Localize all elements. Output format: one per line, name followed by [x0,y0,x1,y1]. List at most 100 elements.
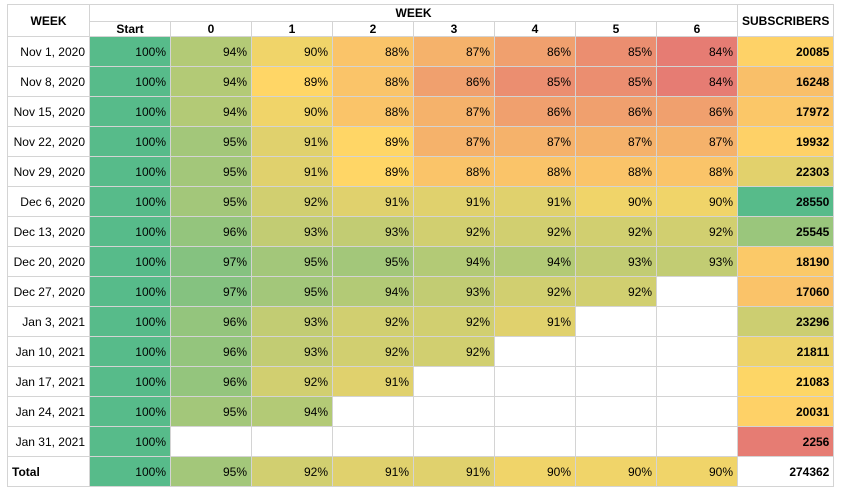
table-row: Jan 24, 2021 100% 95% 94% 20031 [7,396,835,427]
retention-cell: 91% [494,186,576,217]
table-row: Nov 29, 2020 100% 95% 91% 89% 88% 88% 88% 88% 223… [7,156,835,187]
week-label: Dec 6, 2020 [7,186,90,217]
retention-cell: 92% [332,336,414,367]
empty-cell [251,426,333,457]
total-retention-cell: 90% [494,456,576,487]
empty-cell [494,426,576,457]
subscribers-cell: 2256 [736,426,835,457]
retention-cell: 100% [89,156,171,187]
header-row-group: WEEK WEEK SUBSCRIBERS [7,4,835,37]
table-row: Jan 31, 2021 100% 2256 [7,426,835,457]
subscribers-cell: 21811 [736,336,835,367]
retention-cell: 91% [494,306,576,337]
empty-cell [656,336,738,367]
retention-cell: 85% [494,66,576,97]
table-row: Jan 3, 2021 100% 96% 93% 92% 92% 91% 23296 [7,306,835,337]
subscribers-cell: 21083 [736,366,835,397]
retention-cell: 89% [332,156,414,187]
subscribers-cell: 18190 [736,246,835,277]
retention-cell: 100% [89,96,171,127]
table-row: Dec 6, 2020 100% 95% 92% 91% 91% 91% 90% 90% 2855… [7,186,835,217]
week-label: Jan 10, 2021 [7,336,90,367]
retention-cell: 84% [656,66,738,97]
table-row: Nov 15, 2020 100% 94% 90% 88% 87% 86% 86% 86% 179… [7,96,835,127]
retention-cell: 87% [413,36,495,67]
week-label: Jan 3, 2021 [7,306,90,337]
column-header: 3 [413,21,495,37]
retention-cell: 93% [332,216,414,247]
table-row: Nov 1, 2020 100% 94% 90% 88% 87% 86% 85% 84% 2008… [7,36,835,67]
retention-cell: 86% [494,96,576,127]
week-label: Dec 20, 2020 [7,246,90,277]
retention-cell: 94% [251,396,333,427]
retention-cell: 100% [89,366,171,397]
retention-cell: 93% [413,276,495,307]
subscribers-cell: 20085 [736,36,835,67]
retention-cell: 87% [656,126,738,157]
subscribers-cell: 17060 [736,276,835,307]
subscribers-cell: 28550 [736,186,835,217]
retention-cell: 88% [332,36,414,67]
retention-cell: 92% [575,216,657,247]
retention-cell: 88% [494,156,576,187]
retention-cell: 94% [332,276,414,307]
retention-cell: 92% [494,276,576,307]
retention-cell: 92% [251,186,333,217]
retention-cell: 94% [413,246,495,277]
week-label: Jan 31, 2021 [7,426,90,457]
retention-cell: 92% [413,336,495,367]
empty-cell [575,396,657,427]
retention-cell: 92% [332,306,414,337]
retention-cell: 100% [89,126,171,157]
retention-cell: 100% [89,246,171,277]
table-row: Dec 13, 2020 100% 96% 93% 93% 92% 92% 92% 92% 255… [7,216,835,247]
retention-cell: 100% [89,336,171,367]
retention-cell: 92% [656,216,738,247]
total-retention-cell: 90% [656,456,738,487]
retention-cell: 93% [251,336,333,367]
retention-cell: 94% [494,246,576,277]
table-row: Dec 27, 2020 100% 97% 95% 94% 93% 92% 92% 17060 [7,276,835,307]
retention-cell: 96% [170,216,252,247]
empty-cell [575,426,657,457]
retention-cell: 88% [332,96,414,127]
empty-cell [413,426,495,457]
retention-cell: 87% [494,126,576,157]
week-label: Jan 24, 2021 [7,396,90,427]
subscribers-cell: 16248 [736,66,835,97]
total-retention-cell: 95% [170,456,252,487]
retention-cell: 86% [575,96,657,127]
empty-cell [494,366,576,397]
empty-cell [575,336,657,367]
retention-cell: 100% [89,66,171,97]
retention-cell: 96% [170,336,252,367]
retention-cell: 90% [251,96,333,127]
total-label: Total [7,456,90,487]
retention-cell: 95% [332,246,414,277]
week-label: Nov 15, 2020 [7,96,90,127]
table-row: Nov 22, 2020 100% 95% 91% 89% 87% 87% 87% 87% 199… [7,126,835,157]
column-header: 2 [332,21,414,37]
retention-cell: 95% [170,156,252,187]
retention-cell: 94% [170,66,252,97]
retention-cell: 86% [413,66,495,97]
subscribers-cell: 20031 [736,396,835,427]
retention-cell: 87% [575,126,657,157]
retention-cell: 100% [89,216,171,247]
column-header: 5 [575,21,657,37]
retention-cell: 92% [494,216,576,247]
retention-cell: 95% [251,246,333,277]
retention-cell: 94% [170,96,252,127]
subscribers-cell: 25545 [736,216,835,247]
subscribers-cell: 22303 [736,156,835,187]
row-header-label: WEEK [7,4,90,37]
retention-cell: 93% [251,306,333,337]
table-row: Jan 10, 2021 100% 96% 93% 92% 92% 21811 [7,336,835,367]
total-retention-cell: 92% [251,456,333,487]
retention-cell: 93% [656,246,738,277]
empty-cell [575,366,657,397]
column-header: 1 [251,21,333,37]
column-header: 4 [494,21,576,37]
retention-cell: 89% [332,126,414,157]
week-label: Nov 1, 2020 [7,36,90,67]
